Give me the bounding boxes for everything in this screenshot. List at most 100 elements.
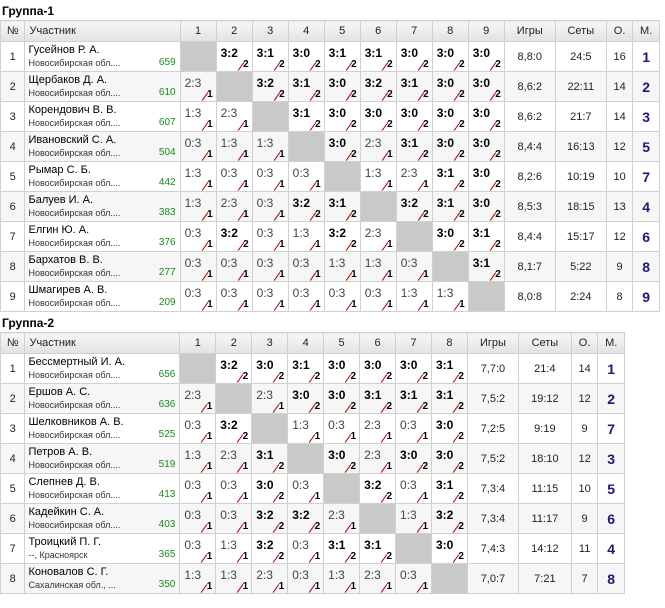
match-result[interactable]: 1:3 1 (287, 413, 325, 444)
match-result[interactable]: 3:0 2 (467, 101, 505, 132)
match-result[interactable]: 3:0 2 (431, 221, 469, 252)
match-result[interactable]: 3:0 2 (323, 131, 361, 162)
match-result[interactable]: 3:1 2 (395, 71, 433, 102)
match-result[interactable]: 3:0 2 (467, 191, 505, 222)
match-result[interactable]: 2:3 1 (251, 383, 289, 414)
match-result[interactable]: 2:3 1 (179, 71, 217, 102)
match-result[interactable]: 3:2 2 (215, 353, 253, 384)
match-result[interactable]: 3:1 2 (287, 353, 325, 384)
match-result[interactable]: 0:3 1 (395, 251, 433, 282)
match-result[interactable]: 3:1 2 (251, 41, 289, 72)
match-result[interactable]: 3:2 2 (395, 191, 433, 222)
match-result[interactable]: 3:2 2 (215, 41, 253, 72)
match-result[interactable]: 0:3 1 (323, 413, 361, 444)
player-name[interactable]: Гусейнов Р. А. (28, 44, 100, 56)
match-result[interactable]: 3:2 2 (251, 503, 289, 534)
match-result[interactable]: 3:2 2 (215, 221, 253, 252)
match-result[interactable]: 3:0 2 (431, 413, 468, 444)
player-name[interactable]: Коновалов С. Г. (28, 566, 109, 578)
match-result[interactable]: 3:0 2 (323, 101, 361, 132)
match-result[interactable]: 3:2 2 (251, 71, 289, 102)
match-result[interactable]: 3:0 2 (323, 383, 361, 414)
match-result[interactable]: 3:1 2 (359, 533, 397, 564)
match-result[interactable]: 2:3 1 (359, 563, 397, 594)
player-cell[interactable]: Гусейнов Р. А. Новосибирская обл.... 659 (24, 41, 181, 72)
player-cell[interactable]: Петров А. В. Новосибирская обл.... 519 (24, 443, 181, 474)
match-result[interactable]: 1:3 1 (179, 191, 217, 222)
match-result[interactable]: 0:3 1 (323, 281, 361, 312)
player-name[interactable]: Троицкий П. Г. (28, 536, 102, 548)
match-result[interactable]: 3:0 2 (431, 131, 469, 162)
match-result[interactable]: 3:1 2 (287, 71, 325, 102)
match-result[interactable]: 1:3 1 (215, 563, 253, 594)
player-cell[interactable]: Кадейкин С. А. Новосибирская обл.... 403 (24, 503, 181, 534)
match-result[interactable]: 2:3 1 (251, 563, 289, 594)
match-result[interactable]: 3:0 2 (431, 443, 468, 474)
match-result[interactable]: 0:3 1 (395, 563, 432, 594)
match-result[interactable]: 3:1 2 (395, 383, 432, 414)
player-name[interactable]: Щербаков Д. А. (28, 74, 108, 86)
match-result[interactable]: 3:0 2 (323, 353, 361, 384)
match-result[interactable]: 3:2 2 (323, 221, 361, 252)
match-result[interactable]: 3:1 2 (431, 473, 468, 504)
match-result[interactable]: 2:3 1 (359, 443, 397, 474)
match-result[interactable]: 0:3 1 (179, 533, 217, 564)
player-name[interactable]: Бархатов В. В. (28, 254, 103, 266)
match-result[interactable]: 3:1 2 (323, 533, 361, 564)
match-result[interactable]: 2:3 1 (215, 191, 253, 222)
match-result[interactable]: 0:3 1 (179, 221, 217, 252)
player-cell[interactable]: Бессмертный И. А. Новосибирская обл.... 65… (24, 353, 181, 384)
match-result[interactable]: 3:0 2 (467, 131, 505, 162)
match-result[interactable]: 0:3 1 (287, 281, 325, 312)
match-result[interactable]: 0:3 1 (251, 281, 289, 312)
match-result[interactable]: 3:1 2 (395, 131, 433, 162)
match-result[interactable]: 1:3 1 (323, 563, 361, 594)
match-result[interactable]: 1:3 1 (179, 563, 217, 594)
player-name[interactable]: Рымар С. Б. (28, 164, 91, 176)
match-result[interactable]: 2:3 1 (395, 161, 433, 192)
match-result[interactable]: 1:3 1 (179, 101, 217, 132)
match-result[interactable]: 3:1 2 (359, 383, 397, 414)
match-result[interactable]: 3:1 2 (431, 383, 468, 414)
player-cell[interactable]: Шмагирев А. В. Новосибирская обл.... 209 (24, 281, 181, 312)
match-result[interactable]: 1:3 1 (215, 533, 253, 564)
match-result[interactable]: 2:3 1 (179, 383, 217, 414)
match-result[interactable]: 0:3 1 (179, 281, 217, 312)
match-result[interactable]: 1:3 1 (395, 281, 433, 312)
match-result[interactable]: 3:2 2 (359, 473, 397, 504)
match-result[interactable]: 3:2 2 (251, 533, 289, 564)
match-result[interactable]: 3:0 2 (395, 101, 433, 132)
match-result[interactable]: 3:0 2 (395, 41, 433, 72)
match-result[interactable]: 3:0 2 (359, 101, 397, 132)
match-result[interactable]: 3:1 2 (431, 161, 469, 192)
player-cell[interactable]: Балуев И. А. Новосибирская обл.... 383 (24, 191, 181, 222)
player-cell[interactable]: Елгин Ю. А. Новосибирская обл.... 376 (24, 221, 181, 252)
match-result[interactable]: 2:3 1 (323, 503, 361, 534)
player-name[interactable]: Бессмертный И. А. (28, 356, 125, 368)
match-result[interactable]: 0:3 1 (287, 563, 325, 594)
match-result[interactable]: 3:0 2 (467, 161, 505, 192)
match-result[interactable]: 0:3 1 (287, 533, 325, 564)
match-result[interactable]: 3:1 2 (323, 41, 361, 72)
player-name[interactable]: Ершов А. С. (28, 386, 91, 398)
match-result[interactable]: 0:3 1 (215, 161, 253, 192)
player-name[interactable]: Ивановский С. А. (28, 134, 117, 146)
match-result[interactable]: 3:1 2 (287, 101, 325, 132)
match-result[interactable]: 1:3 1 (359, 251, 397, 282)
match-result[interactable]: 0:3 1 (215, 473, 253, 504)
match-result[interactable]: 3:0 2 (251, 353, 289, 384)
match-result[interactable]: 3:1 2 (323, 191, 361, 222)
match-result[interactable]: 0:3 1 (179, 131, 217, 162)
match-result[interactable]: 0:3 1 (251, 251, 289, 282)
match-result[interactable]: 3:1 2 (359, 41, 397, 72)
player-cell[interactable]: Корендович В. В. Новосибирская обл.... 607 (24, 101, 181, 132)
player-name[interactable]: Балуев И. А. (28, 194, 94, 206)
match-result[interactable]: 3:0 2 (431, 41, 469, 72)
match-result[interactable]: 3:1 2 (251, 443, 289, 474)
match-result[interactable]: 3:0 2 (359, 353, 397, 384)
match-result[interactable]: 3:0 2 (395, 443, 432, 474)
match-result[interactable]: 3:0 2 (431, 71, 469, 102)
player-cell[interactable]: Рымар С. Б. Новосибирская обл.... 442 (24, 161, 181, 192)
match-result[interactable]: 0:3 1 (395, 413, 432, 444)
match-result[interactable]: 1:3 1 (251, 131, 289, 162)
